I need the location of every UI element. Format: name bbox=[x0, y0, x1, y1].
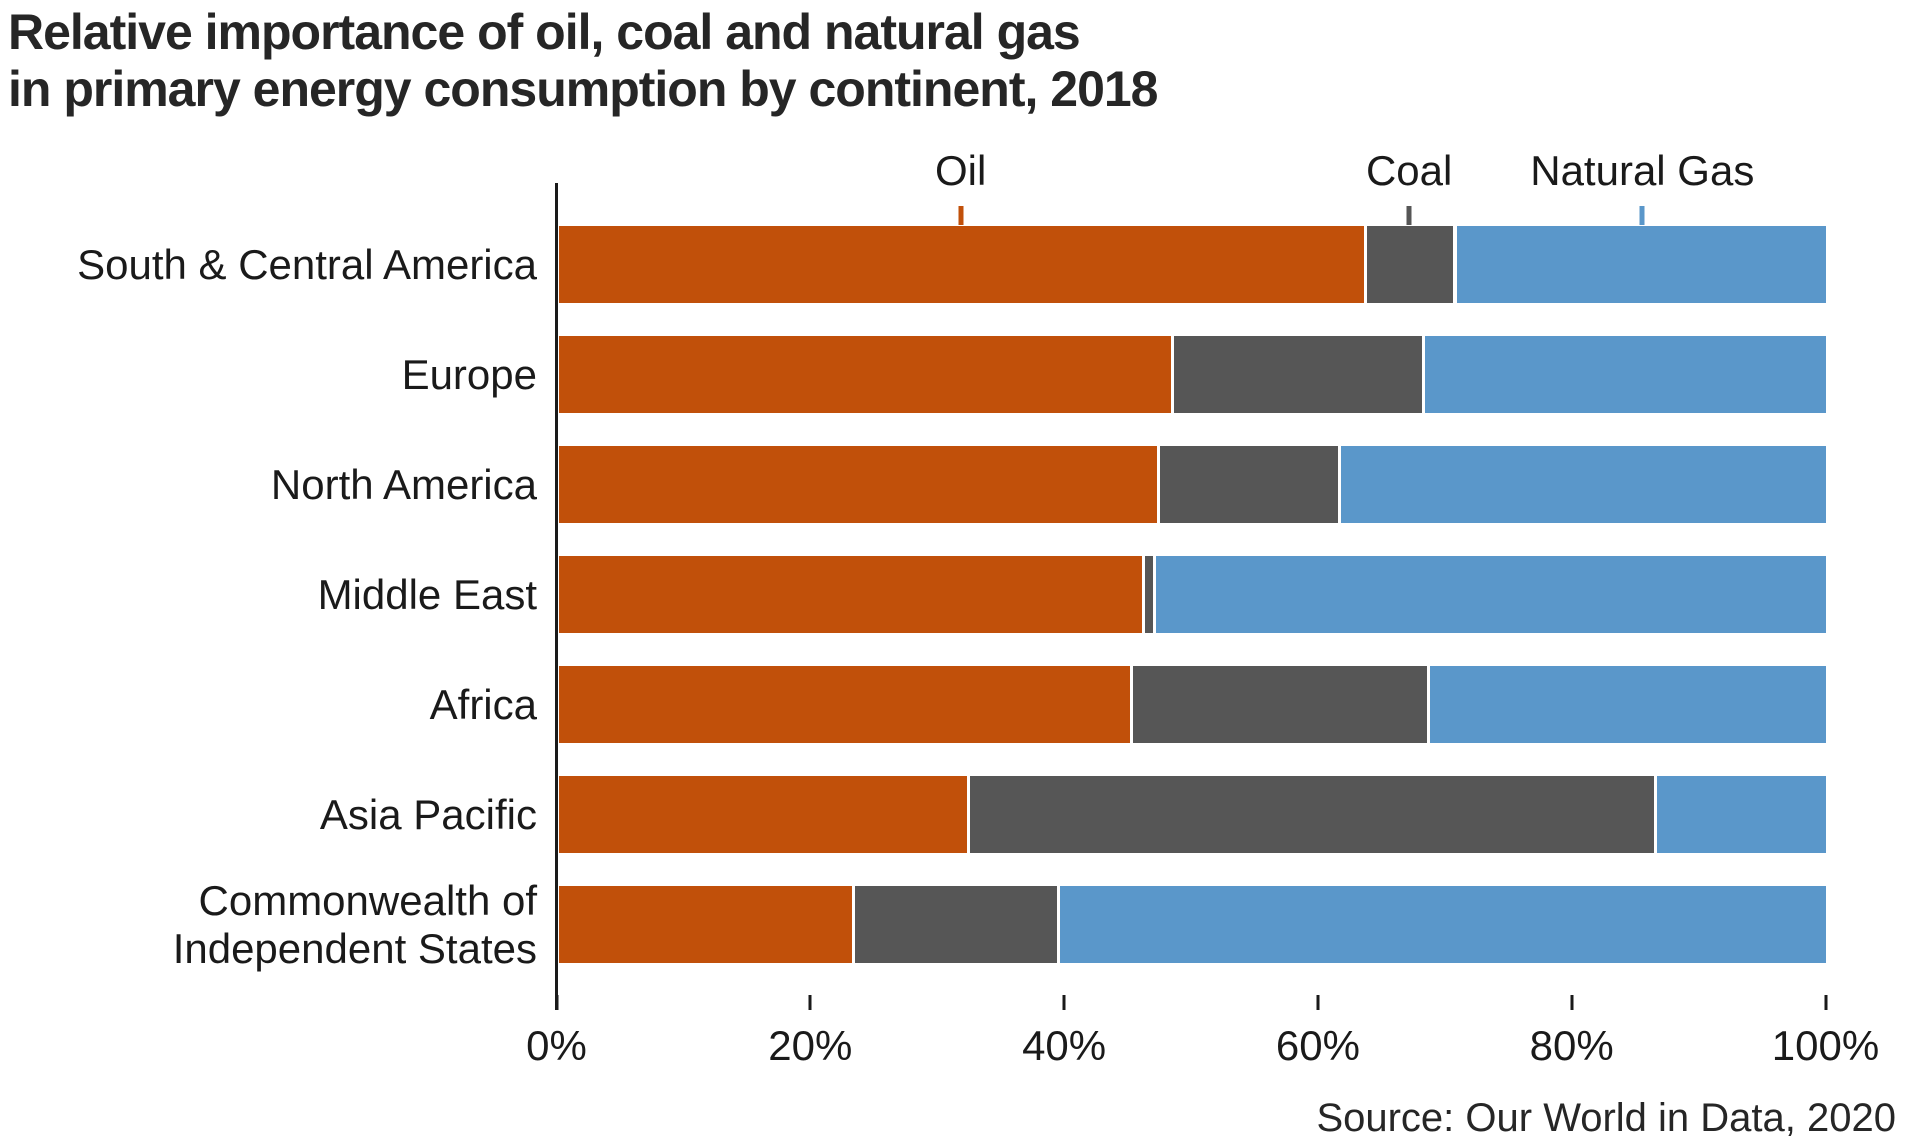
category-label-europe: Europe bbox=[401, 350, 537, 398]
x-axis-tick-0% bbox=[555, 995, 558, 1010]
bar-segment-oil bbox=[559, 446, 1158, 523]
source-note: Source: Our World in Data, 2020 bbox=[1316, 1096, 1896, 1140]
bar-segment-natural-gas bbox=[1653, 776, 1826, 853]
legend-label-coal: Coal bbox=[1365, 147, 1453, 194]
x-axis-tick-label-80%: 80% bbox=[1529, 1022, 1614, 1069]
x-axis-tick-60% bbox=[1316, 995, 1320, 1010]
bar-segment-natural-gas bbox=[1338, 446, 1826, 523]
chart-title: Relative importance of oil, coal and nat… bbox=[8, 4, 1158, 118]
bar-row-north-america bbox=[559, 446, 1826, 523]
category-label-africa: Africa bbox=[429, 680, 537, 728]
x-axis-tick-label-60%: 60% bbox=[1275, 1022, 1360, 1069]
bar-segment-natural-gas bbox=[1421, 336, 1826, 413]
x-axis-tick-label-40%: 40% bbox=[1022, 1022, 1107, 1069]
bar-segment-coal bbox=[966, 776, 1654, 853]
x-axis-tick-100% bbox=[1824, 995, 1827, 1010]
legend-tick-oil bbox=[958, 206, 964, 225]
category-label-middle-east: Middle East bbox=[317, 570, 537, 618]
bar-row-africa bbox=[559, 666, 1826, 743]
chart-title-line1: Relative importance of oil, coal and nat… bbox=[8, 4, 1081, 60]
bar-segment-oil bbox=[559, 666, 1131, 743]
bar-segment-coal bbox=[1130, 666, 1427, 743]
legend-tick-natural-gas bbox=[1639, 206, 1645, 225]
bar-segment-coal bbox=[1170, 336, 1422, 413]
bar-segment-coal bbox=[1157, 446, 1339, 523]
bar-segment-natural-gas bbox=[1056, 886, 1826, 963]
bar-segment-natural-gas bbox=[1453, 226, 1826, 303]
bar-segment-coal bbox=[1141, 556, 1154, 633]
category-label-commonwealth-of: Commonwealth of Independent States bbox=[172, 877, 537, 972]
bar-row-asia-pacific bbox=[559, 776, 1826, 853]
bar-segment-oil bbox=[559, 886, 852, 963]
bar-row-south-&-central-america bbox=[559, 226, 1826, 303]
category-label-south-&-central-america: South & Central America bbox=[77, 240, 537, 288]
bar-row-commonwealth-of bbox=[559, 886, 1826, 963]
plot-area bbox=[559, 226, 1826, 963]
x-axis-tick-40% bbox=[1062, 995, 1066, 1010]
bar-row-europe bbox=[559, 336, 1826, 413]
bar-row-middle-east bbox=[559, 556, 1826, 633]
x-axis-tick-label-20%: 20% bbox=[768, 1022, 853, 1069]
bar-segment-oil bbox=[559, 776, 967, 853]
bar-segment-natural-gas bbox=[1153, 556, 1826, 633]
bar-segment-oil bbox=[559, 556, 1142, 633]
x-axis-tick-label-0%: 0% bbox=[526, 1022, 587, 1069]
x-axis-tick-label-100%: 100% bbox=[1771, 1022, 1880, 1069]
legend-label-natural-gas: Natural Gas bbox=[1530, 147, 1755, 194]
bar-segment-oil bbox=[559, 336, 1171, 413]
bar-segment-coal bbox=[1363, 226, 1454, 303]
y-axis-line bbox=[555, 183, 558, 1010]
x-axis-tick-80% bbox=[1570, 995, 1574, 1010]
x-axis-tick-20% bbox=[808, 995, 812, 1010]
legend-label-oil: Oil bbox=[934, 147, 987, 194]
bar-segment-coal bbox=[851, 886, 1057, 963]
category-label-asia-pacific: Asia Pacific bbox=[319, 790, 537, 838]
legend-tick-coal bbox=[1406, 206, 1412, 225]
chart-title-line2: in primary energy consumption by contine… bbox=[8, 61, 1158, 117]
bar-segment-natural-gas bbox=[1426, 666, 1826, 743]
category-label-north-america: North America bbox=[270, 460, 537, 508]
bar-segment-oil bbox=[559, 226, 1364, 303]
